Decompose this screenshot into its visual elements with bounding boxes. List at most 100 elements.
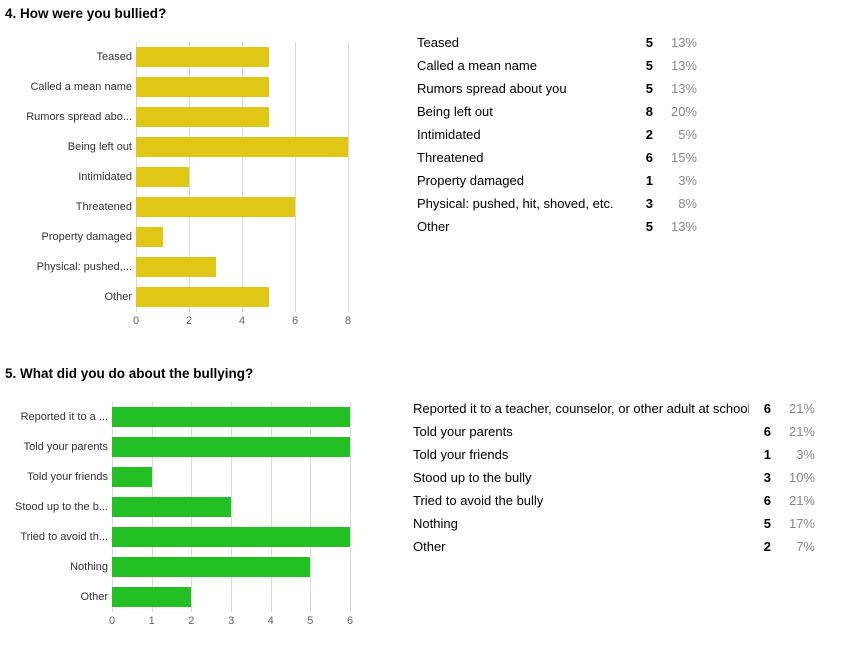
axis-tick-label: 2 [188, 615, 195, 627]
answer-percent: 3% [796, 447, 815, 462]
bar [136, 197, 295, 217]
answer-label: Physical: pushed, hit, shoved, etc. [417, 196, 614, 211]
table-row: Told your parents 6 21% [413, 420, 815, 443]
table-row: Threatened 6 15% [417, 146, 697, 169]
table-row: Called a mean name 5 13% [417, 54, 697, 77]
answer-label: Being left out [417, 104, 493, 119]
answer-label: Teased [417, 35, 459, 50]
table-row: Told your friends 1 3% [413, 443, 815, 466]
answer-count: 5 [763, 516, 771, 531]
category-label: Told your friends [27, 471, 108, 483]
answer-label: Rumors spread about you [417, 81, 567, 96]
bar [136, 167, 189, 187]
category-label: Called a mean name [30, 81, 132, 93]
table-row: Property damaged 1 3% [417, 169, 697, 192]
bar [136, 257, 216, 277]
bar [112, 587, 192, 607]
answer-label: Nothing [413, 516, 458, 531]
answer-percent: 21% [788, 493, 815, 508]
category-label: Teased [96, 51, 132, 63]
answer-label: Intimidated [417, 127, 481, 142]
category-label: Reported it to a ... [20, 411, 108, 423]
category-label: Tried to avoid th... [20, 531, 108, 543]
bar [136, 137, 348, 157]
x-axis: 0 2 4 6 8 [132, 312, 351, 328]
x-axis: 0 1 2 3 4 5 6 [109, 612, 353, 628]
answer-count: 6 [763, 493, 771, 508]
gridline [295, 42, 296, 312]
category-label: Physical: pushed,... [36, 261, 132, 273]
gridline [350, 402, 351, 612]
answer-label: Other [417, 219, 450, 234]
gridline [231, 402, 232, 612]
question-5-results-table: Reported it to a teacher, counselor, or … [413, 397, 815, 558]
answer-label: Reported it to a teacher, counselor, or … [413, 401, 749, 416]
axis-tick-label: 3 [227, 615, 235, 627]
category-labels: Reported it to a ... Told your parents Tol… [4, 402, 108, 612]
bar [136, 287, 269, 307]
answer-count: 5 [645, 219, 653, 234]
answer-percent: 13% [670, 219, 697, 234]
answer-label: Threatened [417, 150, 484, 165]
gridline [270, 402, 272, 612]
bar [136, 107, 269, 127]
gridline [189, 42, 190, 312]
answer-count: 1 [763, 447, 771, 462]
plot-area: 0 1 2 3 4 5 6 [109, 402, 353, 627]
answer-percent: 17% [788, 516, 815, 531]
bar [112, 407, 350, 427]
answer-percent: 21% [788, 401, 815, 416]
bar [136, 227, 163, 247]
axis-tick-label: 0 [132, 315, 140, 327]
category-label: Being left out [67, 141, 132, 153]
answer-label: Tried to avoid the bully [413, 493, 544, 508]
bar [112, 437, 350, 457]
category-label: Other [104, 291, 132, 303]
answer-percent: 20% [670, 104, 697, 119]
question-5-title: 5. What did you do about the bullying? [5, 366, 254, 381]
answer-percent: 8% [678, 196, 697, 211]
table-row: Physical: pushed, hit, shoved, etc. 3 8% [417, 192, 697, 215]
gridline [242, 42, 243, 312]
bar [136, 47, 269, 67]
answer-count: 3 [763, 470, 771, 485]
answer-count: 3 [645, 196, 653, 211]
category-label: Rumors spread abo... [26, 111, 132, 123]
table-row: Other 2 7% [413, 535, 815, 558]
table-row: Rumors spread about you 5 13% [417, 77, 697, 100]
table-row: Teased 5 13% [417, 31, 697, 54]
answer-count: 1 [645, 173, 653, 188]
category-label: Threatened [75, 201, 132, 213]
category-label: Nothing [70, 561, 108, 573]
gridline [310, 402, 312, 612]
answer-label: Stood up to the bully [413, 470, 532, 485]
table-row: Other 5 13% [417, 215, 697, 238]
category-labels: Teased Called a mean name Rumors spread ab… [4, 42, 132, 312]
answer-percent: 13% [670, 81, 697, 96]
axis-tick-label: 1 [148, 615, 155, 627]
axis-tick-label: 5 [307, 615, 314, 627]
axis-tick-label: 4 [238, 315, 246, 327]
answer-count: 2 [645, 127, 653, 142]
answer-count: 6 [763, 424, 771, 439]
answer-count: 2 [763, 539, 771, 554]
answer-percent: 10% [788, 470, 815, 485]
plot-area: 0 2 4 6 8 [133, 42, 351, 327]
question-4-title: 4. How were you bullied? [5, 6, 167, 21]
answer-percent: 13% [670, 35, 697, 50]
table-row: Being left out 8 20% [417, 100, 697, 123]
answer-label: Told your parents [413, 424, 513, 439]
category-label: Told your parents [23, 441, 108, 453]
answer-percent: 13% [670, 58, 697, 73]
answer-count: 8 [645, 104, 653, 119]
bar [136, 77, 269, 97]
answer-percent: 15% [670, 150, 697, 165]
answer-count: 5 [645, 35, 653, 50]
bar [112, 497, 231, 517]
axis-tick-label: 6 [291, 315, 299, 327]
table-row: Stood up to the bully 3 10% [413, 466, 815, 489]
answer-count: 6 [763, 401, 771, 416]
category-label: Other [80, 591, 108, 603]
answer-count: 5 [645, 81, 653, 96]
